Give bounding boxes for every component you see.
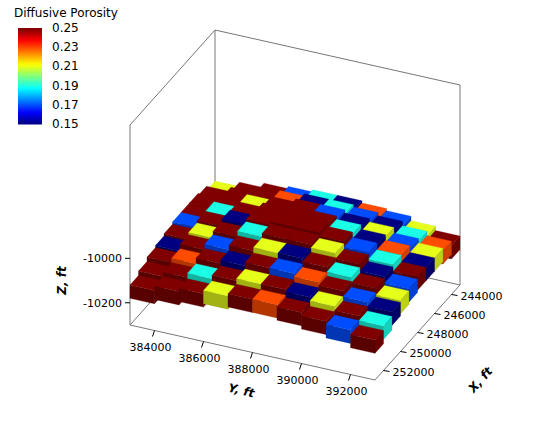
svg-text:248000: 248000 xyxy=(427,328,469,341)
svg-text:Y, ft: Y, ft xyxy=(227,381,257,401)
svg-text:386000: 386000 xyxy=(179,352,221,365)
svg-text:252000: 252000 xyxy=(393,366,435,379)
svg-text:384000: 384000 xyxy=(130,341,172,354)
svg-text:Diffusive Porosity: Diffusive Porosity xyxy=(14,6,118,20)
svg-text:244000: 244000 xyxy=(461,290,503,303)
svg-text:246000: 246000 xyxy=(444,309,486,322)
svg-text:0.23: 0.23 xyxy=(52,40,79,54)
svg-text:Z, ft: Z, ft xyxy=(55,265,69,296)
svg-text:0.25: 0.25 xyxy=(52,21,79,35)
svg-text:0.15: 0.15 xyxy=(52,117,79,131)
svg-text:-10200: -10200 xyxy=(83,297,122,310)
svg-text:0.17: 0.17 xyxy=(52,98,79,112)
svg-text:-10000: -10000 xyxy=(83,252,122,265)
svg-text:0.19: 0.19 xyxy=(52,79,79,93)
svg-text:X, ft: X, ft xyxy=(465,363,496,396)
svg-text:388000: 388000 xyxy=(228,363,270,376)
svg-text:392000: 392000 xyxy=(326,385,368,398)
svg-text:390000: 390000 xyxy=(277,374,319,387)
svg-text:0.21: 0.21 xyxy=(52,59,79,73)
svg-text:250000: 250000 xyxy=(410,347,452,360)
